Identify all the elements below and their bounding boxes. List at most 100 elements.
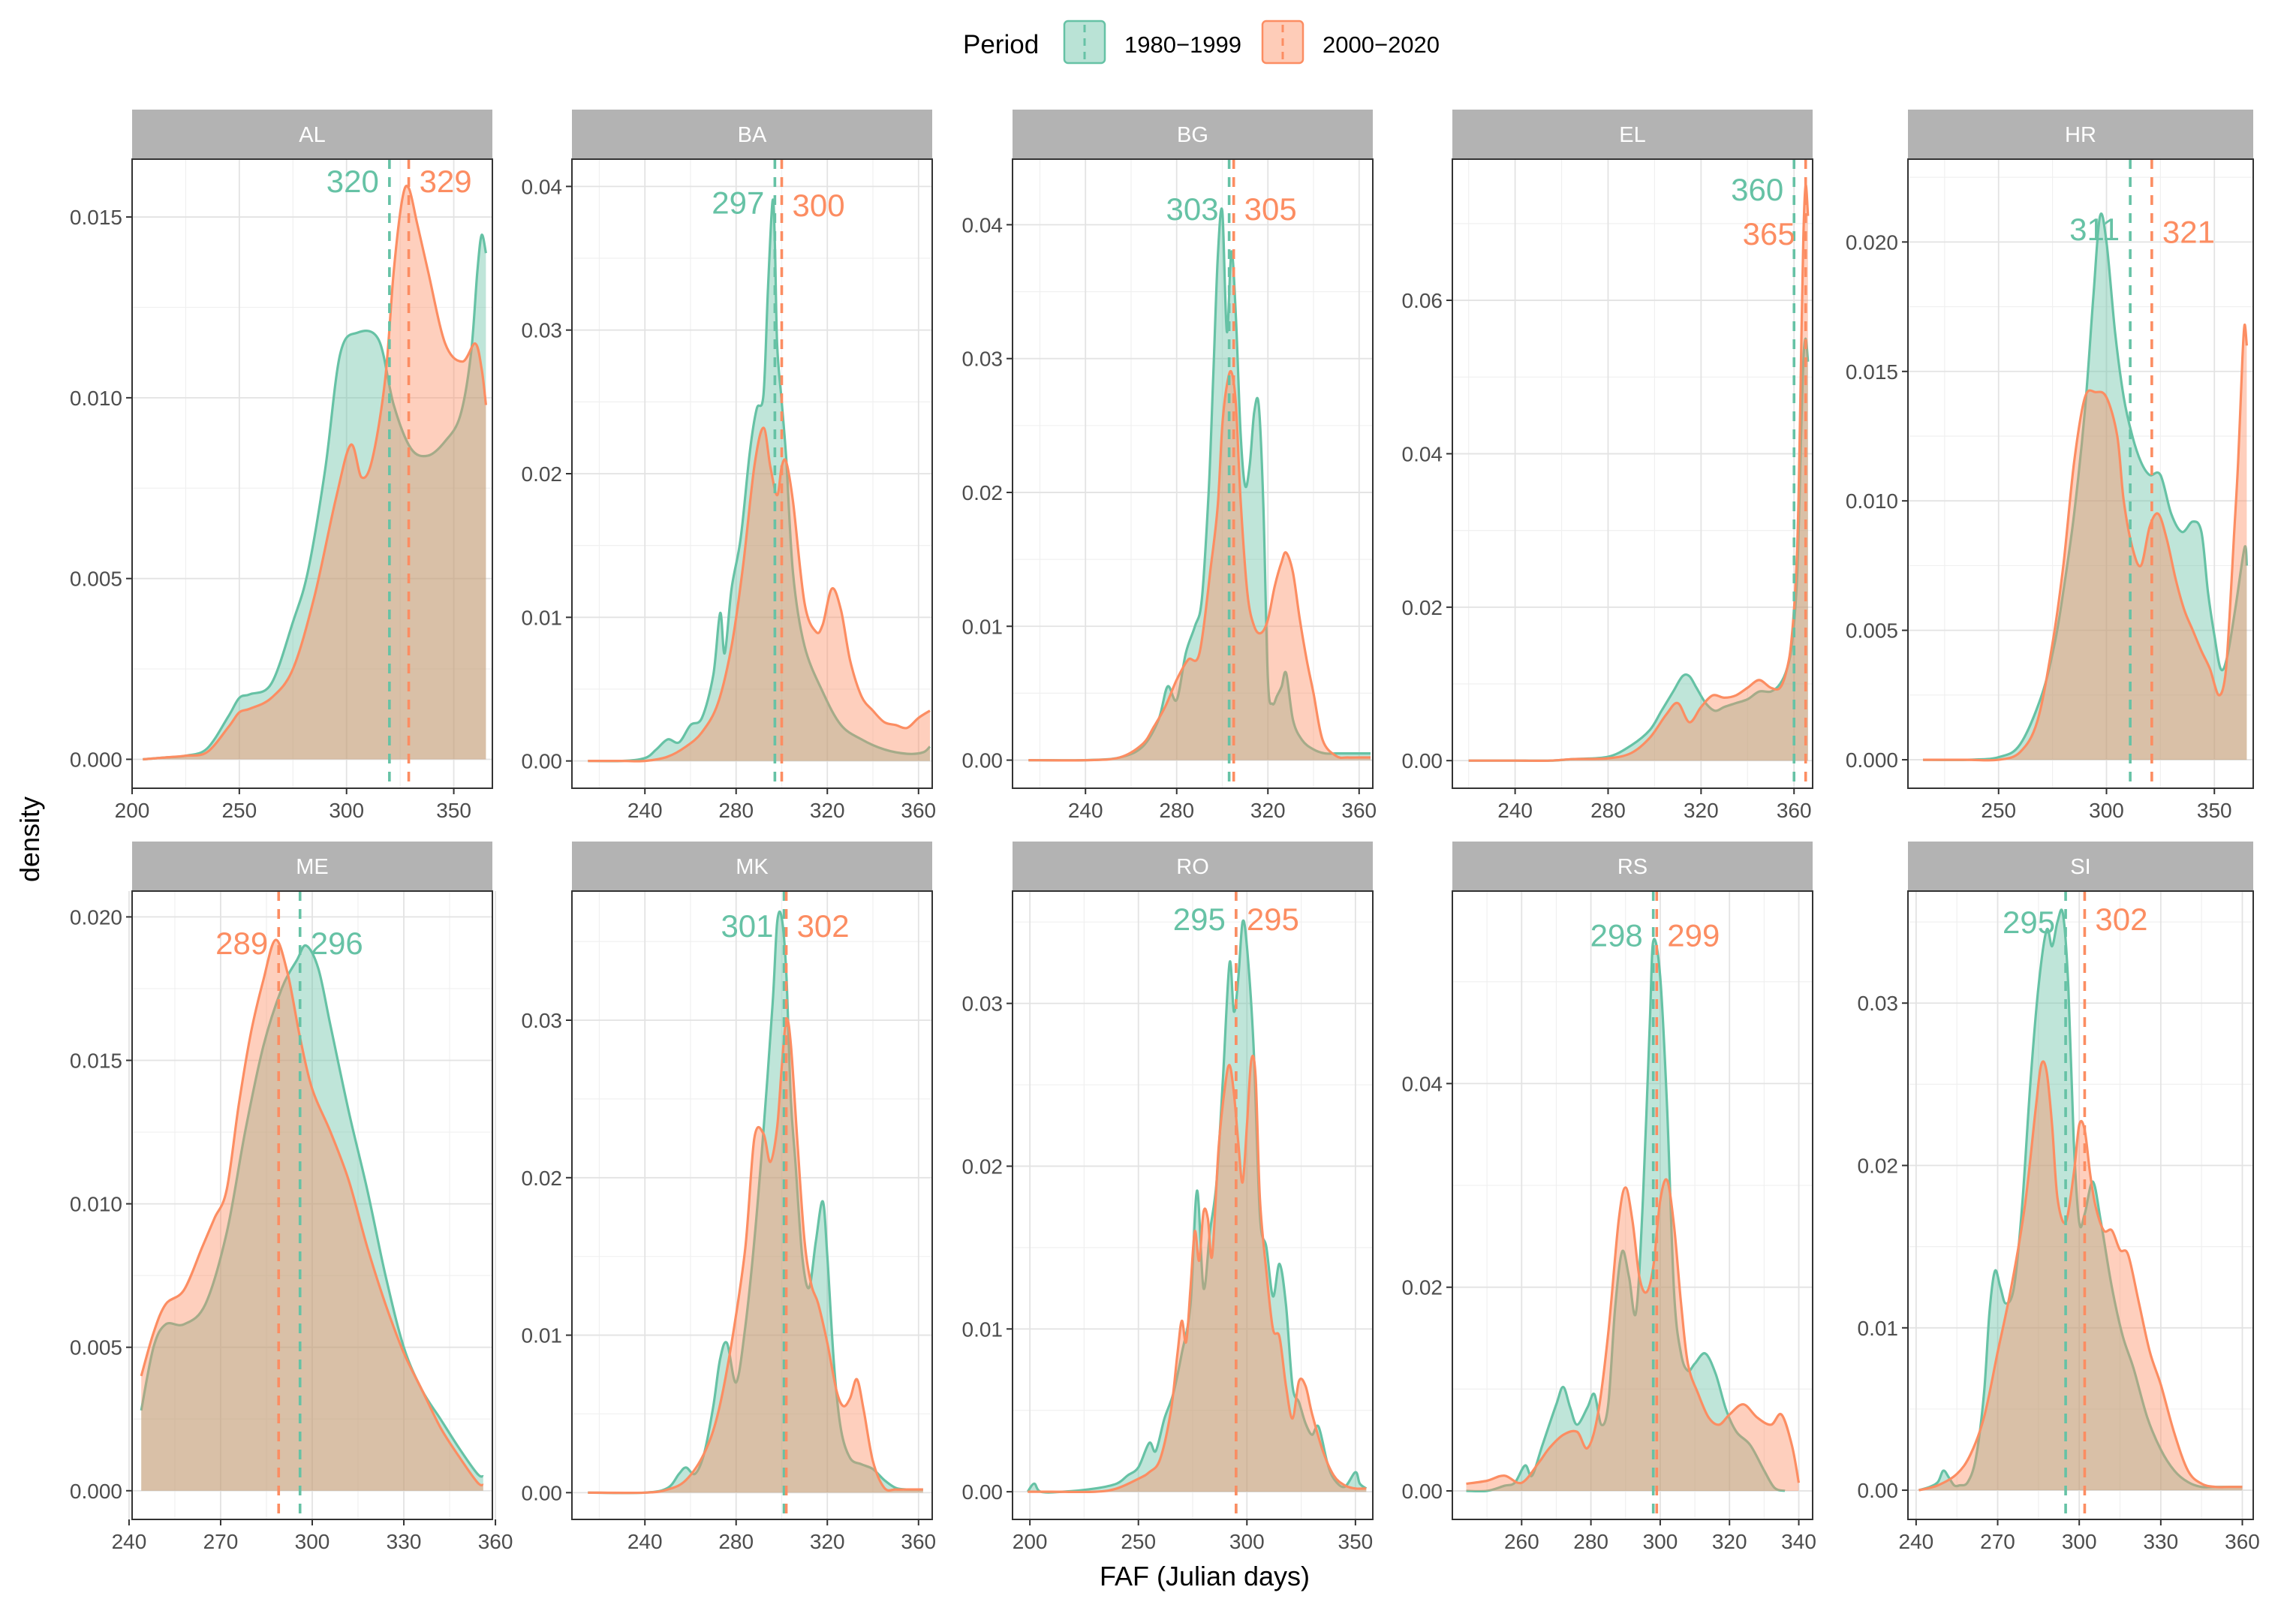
legend: Period 1980−1999 2000−2020 bbox=[963, 20, 1440, 65]
strip-ro bbox=[1013, 842, 1373, 891]
panel-me: ME 240 270 300 330 360 0.000 0.005 0.010 0.015 0.0… bbox=[70, 842, 513, 1553]
strip-ba bbox=[572, 110, 932, 159]
density-line-me-series-1 bbox=[140, 938, 484, 1486]
x-tick-label: 300 bbox=[2089, 799, 2124, 822]
y-tick-label: 0.00 bbox=[1402, 1480, 1443, 1503]
mean-label-el-series-0: 360 bbox=[1731, 172, 1783, 207]
density-area-si-series-1 bbox=[1918, 1061, 2243, 1491]
x-tick-label: 240 bbox=[627, 1530, 663, 1553]
y-tick-label: 0.00 bbox=[962, 749, 1004, 772]
panels: AL 200 250 300 350 0.000 0.005 0.010 0.015 320 329… bbox=[70, 110, 2260, 1553]
y-tick-label: 0.015 bbox=[70, 206, 122, 229]
panel-border bbox=[1907, 158, 2254, 789]
x-tick-label: 280 bbox=[1159, 799, 1194, 822]
mean-label-ba-series-1: 300 bbox=[792, 188, 844, 223]
x-tick-label: 280 bbox=[718, 799, 754, 822]
y-tick-label: 0.000 bbox=[70, 748, 122, 771]
x-tick-label: 340 bbox=[1781, 1530, 1816, 1553]
panel-border bbox=[1012, 158, 1374, 789]
mean-label-si-series-0: 295 bbox=[2003, 905, 2055, 940]
strip-si bbox=[1908, 842, 2253, 891]
y-tick-label: 0.005 bbox=[1846, 619, 1898, 643]
y-tick-label: 0.01 bbox=[1858, 1317, 1899, 1340]
y-tick-label: 0.04 bbox=[962, 213, 1004, 236]
y-tick-label: 0.00 bbox=[1402, 749, 1443, 772]
x-tick-label: 320 bbox=[1684, 799, 1719, 822]
panel-border bbox=[1452, 890, 1813, 1520]
mean-label-ro-series-0: 295 bbox=[1173, 902, 1226, 937]
strip-label-hr: HR bbox=[2065, 123, 2096, 147]
strip-mk bbox=[572, 842, 932, 891]
y-tick-label: 0.03 bbox=[522, 1009, 563, 1032]
density-area-mk-series-1 bbox=[588, 1019, 923, 1493]
mean-label-bg-series-1: 305 bbox=[1244, 191, 1297, 227]
y-tick-label: 0.000 bbox=[1846, 748, 1898, 772]
x-tick-label: 240 bbox=[627, 799, 663, 822]
y-axis-title: density bbox=[14, 796, 45, 882]
legend-label-1980-1999: 1980−1999 bbox=[1124, 32, 1241, 58]
y-tick-label: 0.02 bbox=[522, 462, 563, 486]
strip-el bbox=[1452, 110, 1813, 159]
y-tick-label: 0.020 bbox=[1846, 230, 1898, 254]
legend-label-2000-2020: 2000−2020 bbox=[1323, 32, 1440, 58]
y-tick-label: 0.000 bbox=[70, 1480, 122, 1503]
y-tick-label: 0.02 bbox=[962, 1155, 1004, 1178]
density-line-el-series-1 bbox=[1468, 184, 1810, 762]
strip-label-mk: MK bbox=[736, 855, 769, 879]
panel-background bbox=[1452, 891, 1813, 1519]
x-tick-label: 330 bbox=[2143, 1530, 2178, 1553]
mean-label-me-series-1: 289 bbox=[215, 926, 268, 961]
x-tick-label: 280 bbox=[1573, 1530, 1608, 1553]
y-tick-label: 0.020 bbox=[70, 905, 122, 929]
panel-ro: RO 200 250 300 350 0.00 0.01 0.02 0.03 295 295 bbox=[962, 842, 1374, 1553]
x-tick-label: 350 bbox=[2197, 799, 2232, 822]
panel-background bbox=[132, 159, 492, 788]
x-tick-label: 300 bbox=[329, 799, 364, 822]
legend-title: Period bbox=[963, 30, 1039, 59]
y-tick-label: 0.03 bbox=[962, 348, 1004, 371]
density-area-al-series-1 bbox=[143, 185, 486, 760]
y-tick-label: 0.00 bbox=[1858, 1479, 1899, 1502]
x-tick-label: 350 bbox=[1338, 1530, 1374, 1553]
x-tick-label: 360 bbox=[478, 1530, 513, 1553]
mean-label-ro-series-1: 295 bbox=[1247, 902, 1299, 937]
density-area-hr-series-1 bbox=[1923, 324, 2247, 760]
x-tick-label: 300 bbox=[2062, 1530, 2097, 1553]
mean-label-ba-series-0: 297 bbox=[712, 185, 764, 220]
y-tick-label: 0.03 bbox=[962, 992, 1004, 1016]
density-area-ba-series-1 bbox=[588, 427, 930, 762]
y-tick-label: 0.015 bbox=[70, 1049, 122, 1072]
density-area-me-series-1 bbox=[141, 939, 483, 1491]
panel-border bbox=[1907, 890, 2254, 1520]
density-line-si-series-0 bbox=[1918, 908, 2243, 1492]
y-tick-label: 0.015 bbox=[1846, 360, 1898, 384]
mean-label-si-series-1: 302 bbox=[2095, 902, 2147, 937]
x-tick-label: 270 bbox=[1980, 1530, 2015, 1553]
mean-label-bg-series-0: 303 bbox=[1166, 191, 1219, 227]
density-area-rs-series-0 bbox=[1466, 938, 1786, 1492]
x-tick-label: 200 bbox=[1013, 1530, 1048, 1553]
mean-label-rs-series-1: 299 bbox=[1667, 917, 1720, 953]
density-line-bg-series-0 bbox=[1028, 207, 1371, 762]
panel-border bbox=[571, 890, 933, 1520]
y-tick-label: 0.00 bbox=[522, 1481, 563, 1504]
y-tick-label: 0.010 bbox=[70, 387, 122, 410]
panel-border bbox=[1012, 890, 1374, 1520]
x-tick-label: 360 bbox=[1777, 799, 1812, 822]
y-tick-label: 0.00 bbox=[522, 750, 563, 773]
y-tick-label: 0.04 bbox=[1402, 442, 1443, 465]
y-tick-label: 0.02 bbox=[1858, 1155, 1899, 1178]
strip-label-rs: RS bbox=[1617, 855, 1648, 879]
y-tick-label: 0.005 bbox=[70, 1336, 122, 1360]
mean-label-me-series-0: 296 bbox=[311, 926, 363, 961]
density-line-bg-series-1 bbox=[1028, 369, 1371, 762]
y-tick-label: 0.02 bbox=[1402, 596, 1443, 619]
x-tick-label: 200 bbox=[115, 799, 150, 822]
x-tick-label: 260 bbox=[1504, 1530, 1539, 1553]
density-area-al-series-0 bbox=[143, 234, 486, 760]
panel-ba: BA 240 280 320 360 0.00 0.01 0.02 0.03 0.04 297 300 bbox=[522, 110, 936, 822]
mean-label-mk-series-0: 301 bbox=[721, 908, 773, 944]
x-tick-label: 240 bbox=[1899, 1530, 1934, 1553]
y-tick-label: 0.01 bbox=[522, 1324, 563, 1348]
